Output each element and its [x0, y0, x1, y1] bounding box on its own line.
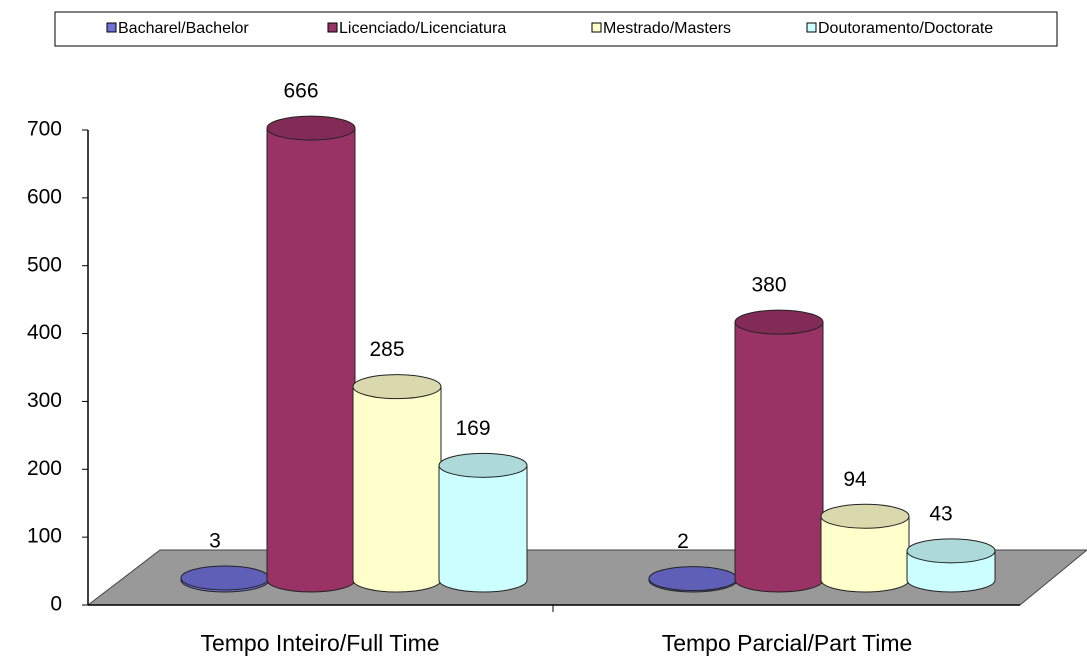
legend-swatch [591, 22, 602, 33]
y-tick-label: 600 [27, 185, 62, 208]
y-tick-label: 700 [27, 118, 62, 141]
bar [352, 374, 442, 593]
data-label: 2 [677, 530, 689, 553]
data-label: 169 [455, 417, 490, 440]
legend-label: Licenciado/Licenciatura [339, 20, 506, 37]
y-tick-label: 300 [27, 389, 62, 412]
y-tick-label: 0 [50, 593, 62, 616]
legend-label: Bacharel/Bachelor [118, 20, 249, 37]
legend-label: Mestrado/Masters [603, 20, 731, 37]
data-label: 94 [843, 468, 867, 491]
y-tick-label: 400 [27, 321, 62, 344]
bar [180, 565, 270, 593]
bar [734, 309, 824, 593]
data-label: 666 [283, 80, 318, 103]
data-label: 3 [209, 530, 221, 553]
data-label: 380 [751, 274, 786, 297]
y-tick-label: 500 [27, 253, 62, 276]
data-label: 285 [369, 338, 404, 361]
x-tick-label: Tempo Parcial/Part Time [662, 630, 913, 656]
y-tick-label: 200 [27, 457, 62, 480]
data-label: 43 [929, 502, 952, 525]
legend-box [54, 11, 1058, 47]
legend-swatch [806, 22, 817, 33]
x-tick-label: Tempo Inteiro/Full Time [200, 630, 439, 656]
bar [648, 566, 738, 593]
bar [906, 538, 996, 593]
bar [266, 115, 356, 593]
legend-swatch [327, 22, 338, 33]
y-tick-label: 100 [27, 525, 62, 548]
legend-label: Doutoramento/Doctorate [818, 20, 993, 37]
bar [820, 503, 910, 593]
bar [438, 452, 528, 593]
legend-swatch [106, 22, 117, 33]
